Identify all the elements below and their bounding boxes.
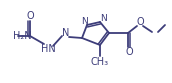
Text: H₂N: H₂N xyxy=(13,31,32,41)
Text: HN: HN xyxy=(41,44,55,54)
Text: O: O xyxy=(125,47,133,57)
Text: N: N xyxy=(100,14,106,22)
Text: N: N xyxy=(81,17,87,25)
Text: N: N xyxy=(62,28,70,38)
Text: CH₃: CH₃ xyxy=(91,57,109,67)
Text: O: O xyxy=(26,11,34,21)
Text: O: O xyxy=(136,17,144,27)
